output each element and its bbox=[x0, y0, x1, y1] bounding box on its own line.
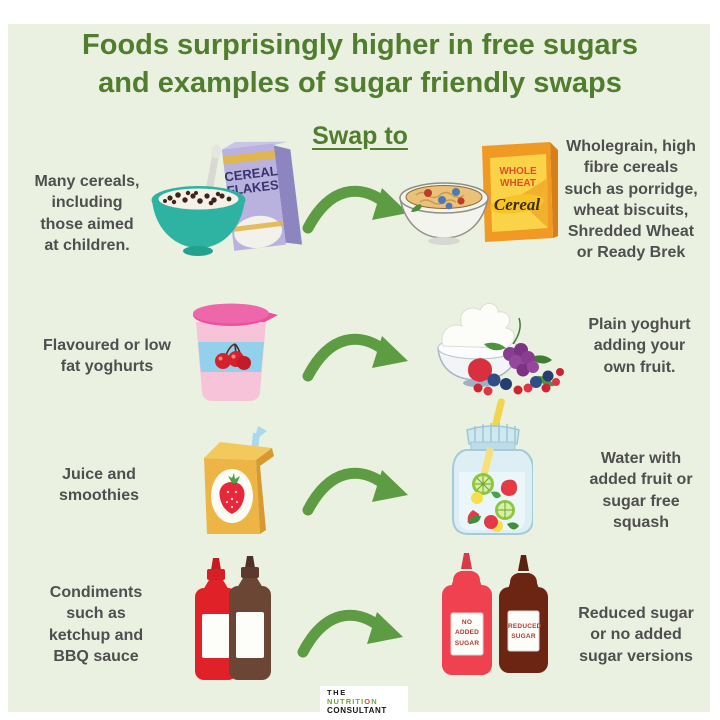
cereal-bowl bbox=[151, 144, 246, 256]
berries-cluster bbox=[468, 317, 564, 396]
ketchup-bottle bbox=[195, 558, 237, 680]
swap-arrow-icon bbox=[297, 609, 403, 658]
wholewheat-box-label-line1: WHOLE bbox=[499, 166, 537, 177]
bbq-sauce-bottle bbox=[229, 556, 271, 680]
wholewheat-box-script-label: Cereal bbox=[494, 195, 541, 214]
no-added-sugar-label: NO ADDED SUGAR bbox=[454, 619, 480, 647]
page-title: Foods surprisingly higher in free sugars… bbox=[82, 29, 638, 99]
row-yoghurt-left-text: Flavoured or low fat yoghurts bbox=[42, 337, 171, 376]
row-juice-left-text: Juice and smoothies bbox=[58, 466, 139, 505]
row-condiments-left-text: Condiments such as ketchup and BBQ sauce bbox=[48, 584, 144, 665]
swap-to-heading: Swap to bbox=[0, 122, 720, 151]
whole-wheat-cereal-box: WHOLE WHEAT Cereal bbox=[482, 142, 558, 242]
row-juice-right-text: Water with added fruit or sugar free squ… bbox=[589, 450, 693, 531]
reduced-sugar-bottles-illustration bbox=[442, 553, 548, 675]
row-cereals-right-text: Wholegrain, high fibre cereals such as p… bbox=[564, 138, 698, 262]
infographic-panel bbox=[8, 24, 710, 712]
cereal-flakes-box: CEREAL FLAKES bbox=[221, 141, 303, 251]
cereal-box-label-line1: CEREAL bbox=[224, 163, 279, 184]
logo-line-nutrition: NUTRITION bbox=[327, 697, 378, 706]
row-cereals-left-text: Many cereals, including those aimed at c… bbox=[34, 173, 140, 254]
juice-carton-illustration bbox=[204, 426, 274, 534]
strawberry-graphic bbox=[219, 473, 245, 514]
row-condiments-right-text: Reduced sugar or no added sugar versions bbox=[578, 605, 694, 665]
wholegrain-cereal-illustration: WHOLE WHEAT Cereal bbox=[399, 142, 558, 245]
wholewheat-box-label-line2: WHEAT bbox=[500, 178, 536, 189]
ketchup-and-bbq-bottles-illustration bbox=[195, 556, 271, 680]
yoghurt-swirl bbox=[441, 303, 515, 349]
sugary-cereal-illustration: CEREAL FLAKES bbox=[151, 141, 303, 256]
reduced-sugar-label: REDUCED SUGAR bbox=[508, 623, 542, 641]
logo-accent-o: O bbox=[364, 697, 372, 706]
swap-arrow-icon bbox=[302, 185, 408, 234]
flavoured-yoghurt-pot-illustration bbox=[193, 303, 278, 401]
nutrition-consultant-logo: THE NUTRITION CONSULTANT bbox=[320, 686, 408, 716]
no-added-sugar-ketchup-bottle bbox=[442, 553, 492, 675]
porridge-bowl bbox=[399, 182, 489, 245]
cherries-graphic bbox=[215, 343, 251, 370]
swap-arrow-icon bbox=[302, 467, 408, 516]
cereal-pieces bbox=[163, 190, 232, 206]
row-yoghurt-right-text: Plain yoghurt adding your own fruit. bbox=[588, 316, 691, 376]
reduced-sugar-bbq-bottle bbox=[499, 555, 548, 673]
swap-arrow-icon bbox=[302, 333, 408, 382]
plain-yoghurt-and-berries-illustration bbox=[437, 303, 564, 396]
fruit-pieces bbox=[467, 473, 519, 532]
logo-line-the: THE bbox=[327, 688, 347, 697]
logo-line-consultant: CONSULTANT bbox=[327, 706, 387, 715]
cereal-box-label-line2: FLAKES bbox=[226, 177, 280, 198]
infused-water-jar-illustration bbox=[452, 398, 533, 535]
swap-to-label: Swap to bbox=[312, 122, 408, 150]
